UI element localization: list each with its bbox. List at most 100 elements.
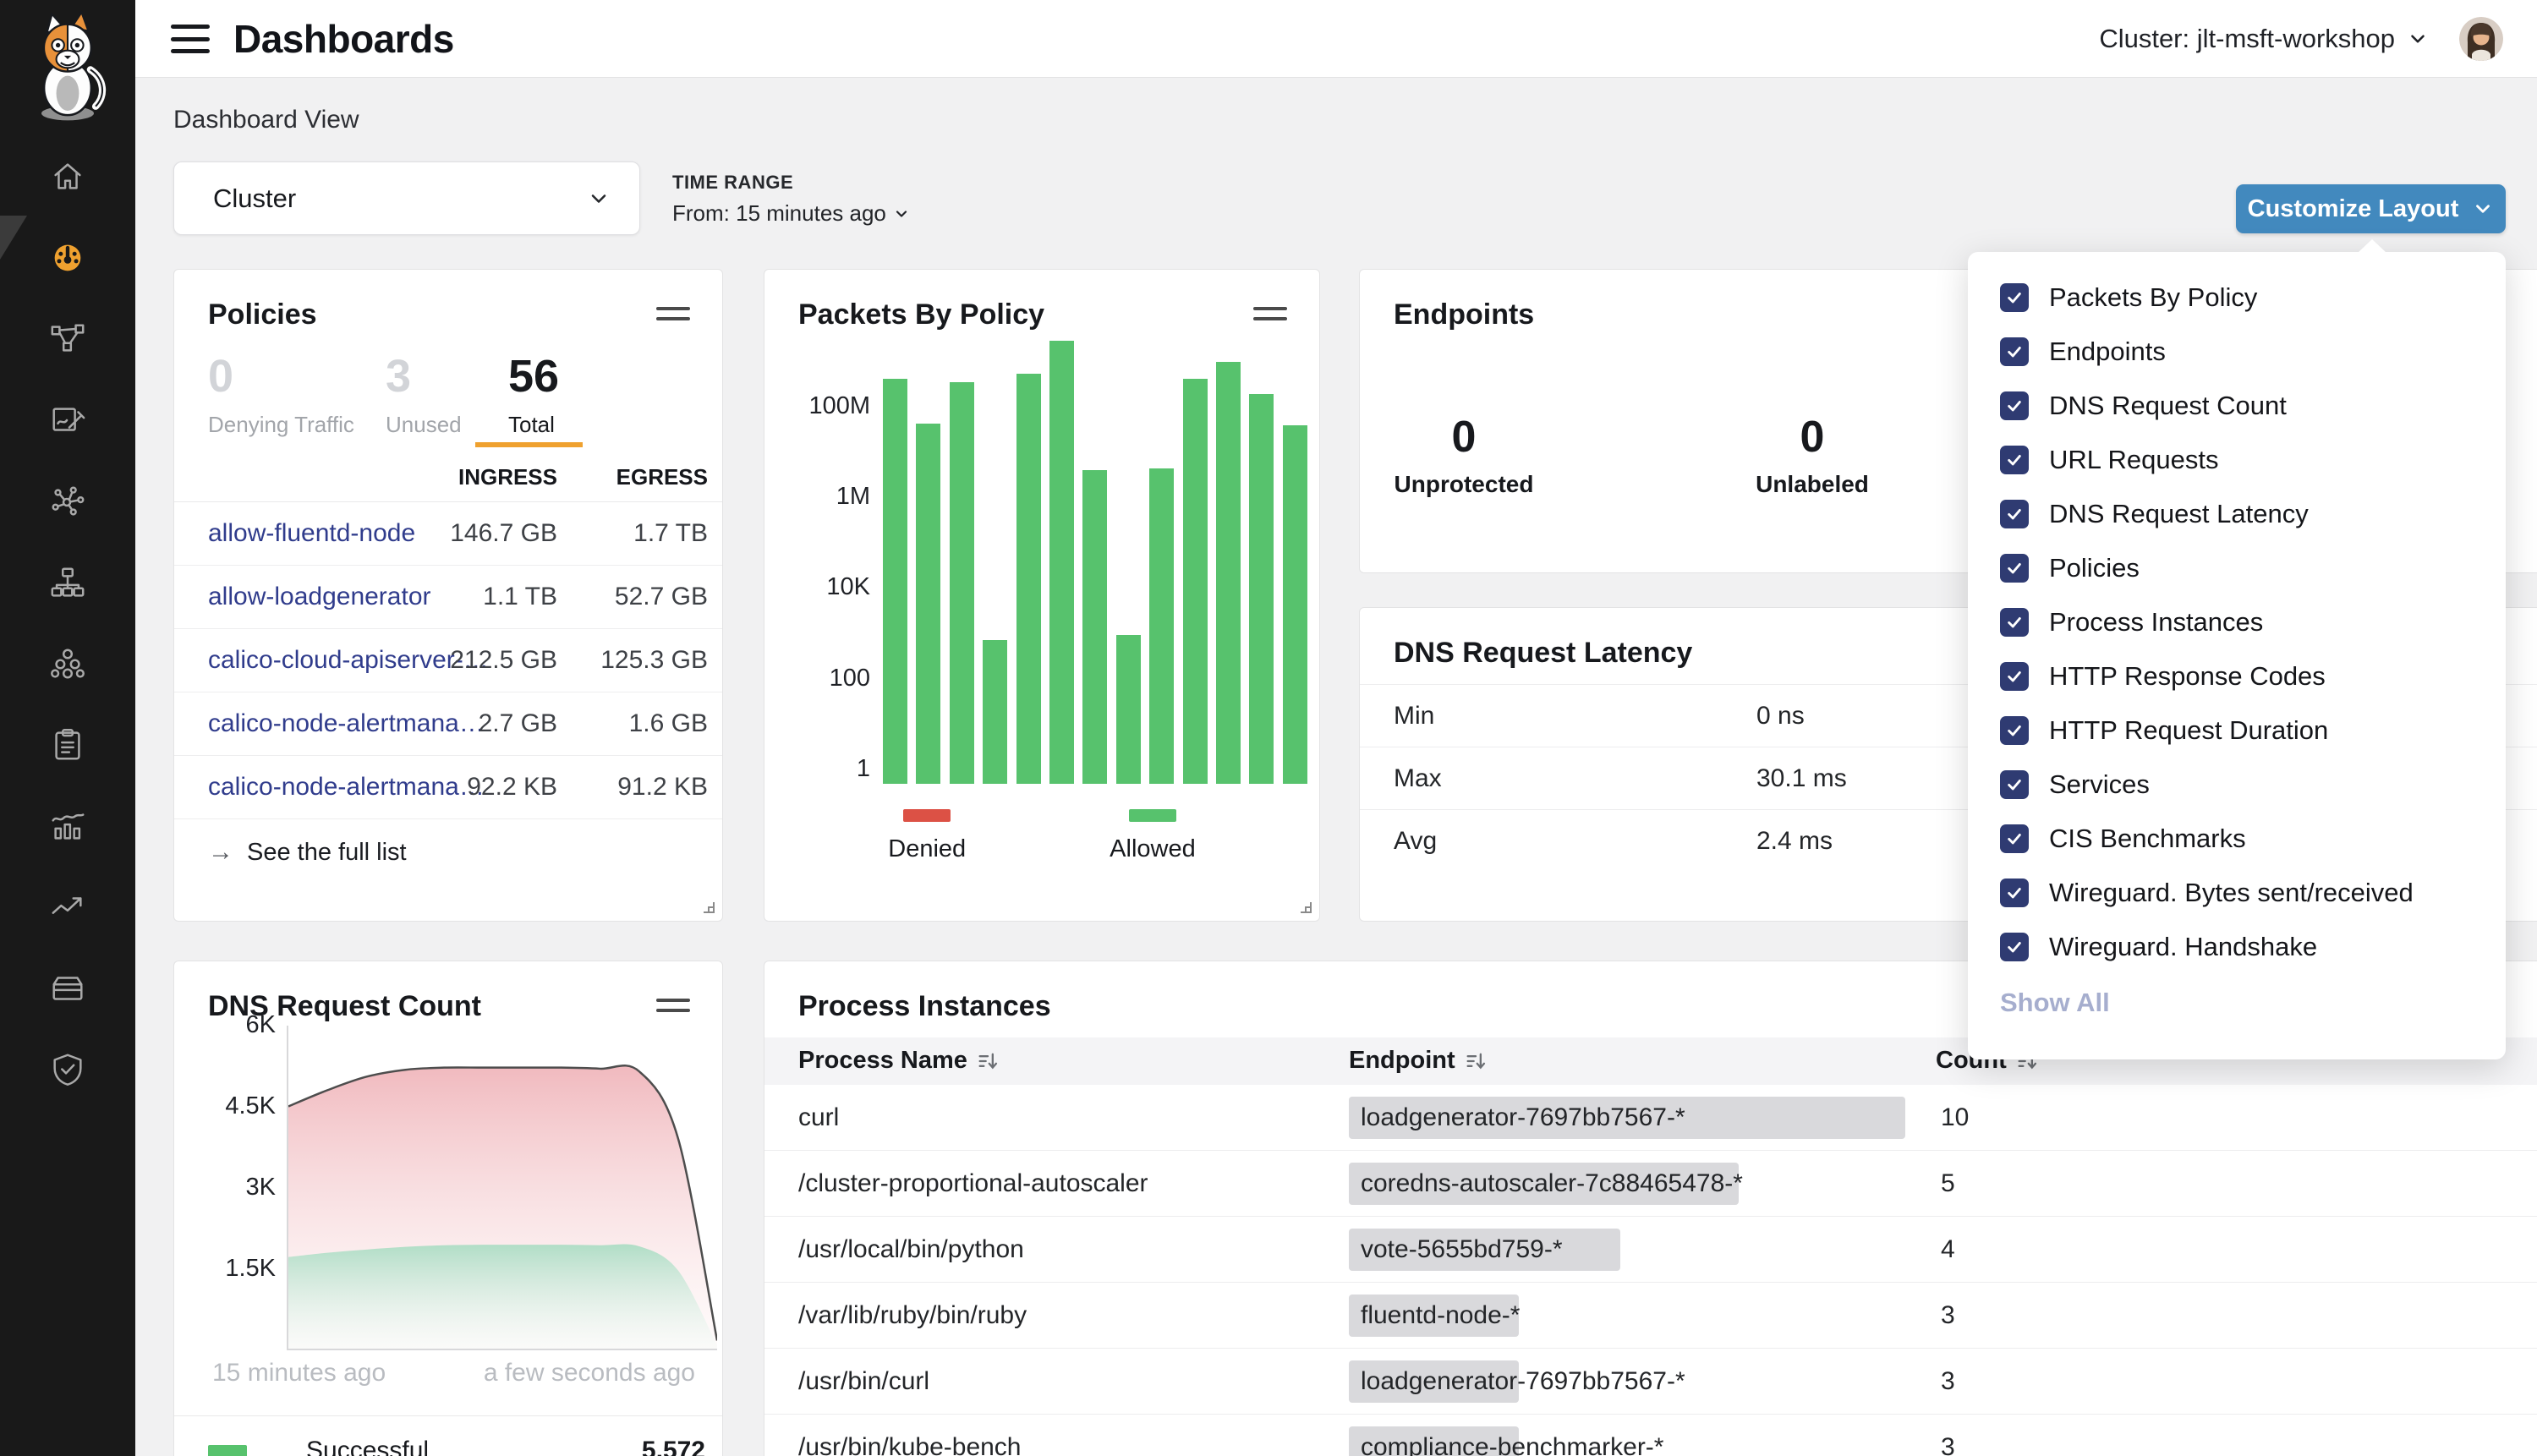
- policy-link[interactable]: calico-node-alertmana…: [208, 773, 485, 801]
- layout-option-wireguard-handshake[interactable]: Wireguard. Handshake: [2000, 920, 2506, 974]
- checkbox-checked-icon[interactable]: [2000, 283, 2029, 312]
- y-tick-label: 4.5K: [225, 1092, 276, 1119]
- policies-stat-unused[interactable]: 3 Unused: [386, 351, 462, 437]
- column-header-endpoint[interactable]: Endpoint: [1349, 1047, 1488, 1075]
- endpoints-stat-unlabeled: 0 Unlabeled: [1756, 413, 1869, 497]
- dns-count-area-chart: [287, 1026, 717, 1350]
- drag-handle-icon[interactable]: [656, 999, 690, 1019]
- layout-option-dns-request-count[interactable]: DNS Request Count: [2000, 379, 2506, 433]
- policy-link[interactable]: calico-cloud-apiserver-…: [208, 646, 489, 674]
- sitemap-icon: [48, 563, 87, 602]
- checkbox-checked-icon[interactable]: [2000, 879, 2029, 907]
- time-range-value[interactable]: From: 15 minutes ago: [672, 200, 910, 227]
- process-row: curl loadgenerator-7697bb7567-* 10: [764, 1085, 2537, 1151]
- sidebar-item-service-graph[interactable]: [0, 298, 135, 380]
- layout-option-cis-benchmarks[interactable]: CIS Benchmarks: [2000, 812, 2506, 866]
- card-title: DNS Request Count: [208, 990, 481, 1022]
- column-header-process-name[interactable]: Process Name: [798, 1047, 1000, 1075]
- card-resize-handle[interactable]: [1296, 898, 1313, 915]
- endpoint-highlight: [1349, 1426, 1519, 1456]
- box-icon: [48, 969, 87, 1008]
- allowed-bar[interactable]: [983, 639, 1008, 784]
- process-row: /cluster-proportional-autoscaler coredns…: [764, 1151, 2537, 1217]
- sidebar-item-network-topology[interactable]: [0, 542, 135, 623]
- allowed-bar[interactable]: [916, 423, 941, 784]
- trend-icon: [48, 888, 87, 927]
- checkbox-checked-icon[interactable]: [2000, 824, 2029, 853]
- layout-option-services[interactable]: Services: [2000, 758, 2506, 812]
- allowed-bar[interactable]: [1149, 468, 1175, 784]
- policies-stat-total[interactable]: 56 Total: [508, 351, 560, 437]
- y-tick-label: 6K: [245, 1011, 276, 1038]
- sidebar-item-workload-groups[interactable]: [0, 623, 135, 704]
- policy-row: calico-node-alertmana… 92.2 KB 91.2 KB: [174, 756, 722, 819]
- latency-rows: Min 0 ns Max 30.1 ms Avg 2.4 ms: [1360, 684, 2537, 872]
- checkbox-checked-icon[interactable]: [2000, 391, 2029, 420]
- sidebar-item-activity-trends[interactable]: [0, 867, 135, 948]
- checkbox-checked-icon[interactable]: [2000, 500, 2029, 528]
- policies-stat-denying-traffic[interactable]: 0 Denying Traffic: [208, 351, 354, 437]
- dashboard-view-label: Dashboard View: [173, 106, 359, 134]
- checkbox-checked-icon[interactable]: [2000, 933, 2029, 961]
- card-resize-handle[interactable]: [699, 898, 716, 915]
- menu-icon[interactable]: [171, 23, 210, 55]
- layout-option-policies[interactable]: Policies: [2000, 541, 2506, 595]
- cluster-selector[interactable]: Cluster: jlt-msft-workshop: [2099, 24, 2429, 54]
- allowed-bar[interactable]: [883, 378, 907, 784]
- sidebar-item-flow-visualizer[interactable]: [0, 461, 135, 542]
- layout-option-endpoints[interactable]: Endpoints: [2000, 325, 2506, 379]
- sidebar-item-policies[interactable]: [0, 380, 135, 461]
- layout-option-url-requests[interactable]: URL Requests: [2000, 433, 2506, 487]
- drag-handle-icon[interactable]: [1253, 307, 1287, 327]
- allowed-bar[interactable]: [1115, 635, 1141, 784]
- allowed-bar[interactable]: [1049, 340, 1075, 784]
- allowed-bar[interactable]: [1249, 393, 1274, 784]
- allowed-bar[interactable]: [1182, 378, 1208, 784]
- layout-option-http-response-codes[interactable]: HTTP Response Codes: [2000, 649, 2506, 703]
- user-avatar[interactable]: [2459, 17, 2503, 61]
- sidebar-item-compliance-reports[interactable]: [0, 704, 135, 785]
- policy-link[interactable]: allow-fluentd-node: [208, 519, 416, 547]
- allowed-bar[interactable]: [1282, 425, 1307, 784]
- drag-handle-icon[interactable]: [656, 307, 690, 327]
- sidebar-item-home[interactable]: [0, 136, 135, 217]
- legend-row-successful[interactable]: Successful 5,572: [174, 1416, 722, 1456]
- legend-item-allowed[interactable]: Allowed: [1110, 809, 1196, 863]
- customize-layout-button[interactable]: Customize Layout: [2236, 184, 2506, 233]
- policy-row: allow-loadgenerator 1.1 TB 52.7 GB: [174, 566, 722, 629]
- policy-link[interactable]: calico-node-alertmana…: [208, 709, 485, 737]
- show-all-link[interactable]: Show All: [2000, 988, 2110, 1017]
- allowed-bar[interactable]: [1216, 362, 1241, 784]
- checkbox-checked-icon[interactable]: [2000, 554, 2029, 583]
- legend-item-denied[interactable]: Denied: [888, 809, 966, 863]
- checkbox-checked-icon[interactable]: [2000, 608, 2029, 637]
- sidebar-item-threat-defense[interactable]: [0, 1029, 135, 1110]
- sidebar-item-dashboards[interactable]: [0, 217, 135, 298]
- layout-option-wireguard-bytes-sent-received[interactable]: Wireguard. Bytes sent/received: [2000, 866, 2506, 920]
- layout-option-dns-request-latency[interactable]: DNS Request Latency: [2000, 487, 2506, 541]
- allowed-bar[interactable]: [1016, 374, 1041, 784]
- see-full-list-link[interactable]: → See the full list: [208, 838, 407, 866]
- checkbox-checked-icon[interactable]: [2000, 446, 2029, 474]
- calico-cat-logo[interactable]: [15, 7, 120, 121]
- process-name: curl: [798, 1103, 840, 1131]
- allowed-bar[interactable]: [949, 381, 974, 784]
- checkbox-checked-icon[interactable]: [2000, 716, 2029, 745]
- checkbox-checked-icon[interactable]: [2000, 770, 2029, 799]
- sidebar-item-image-assurance[interactable]: [0, 948, 135, 1029]
- layout-option-http-request-duration[interactable]: HTTP Request Duration: [2000, 703, 2506, 758]
- policy-ingress: 146.7 GB: [450, 519, 557, 547]
- main-content: Dashboard View Cluster TIME RANGE From: …: [135, 78, 2537, 1456]
- policy-link[interactable]: allow-loadgenerator: [208, 583, 431, 610]
- sidebar-item-metrics[interactable]: [0, 785, 135, 867]
- checkbox-checked-icon[interactable]: [2000, 337, 2029, 366]
- dashboard-type-select[interactable]: Cluster: [173, 161, 640, 235]
- endpoint-highlight: [1349, 1163, 1739, 1205]
- layout-option-packets-by-policy[interactable]: Packets By Policy: [2000, 271, 2506, 325]
- process-count: 3: [1941, 1433, 1955, 1456]
- endpoints-stat-unprotected: 0 Unprotected: [1394, 413, 1534, 497]
- layout-option-process-instances[interactable]: Process Instances: [2000, 595, 2506, 649]
- allowed-bar[interactable]: [1082, 469, 1108, 784]
- checkbox-checked-icon[interactable]: [2000, 662, 2029, 691]
- process-count: 10: [1941, 1103, 1970, 1131]
